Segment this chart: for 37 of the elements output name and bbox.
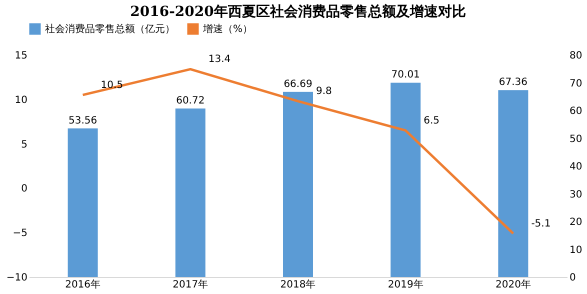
y2-tick-label: 60 xyxy=(570,106,582,117)
bar xyxy=(283,92,313,277)
data-label: 53.56 xyxy=(68,115,98,126)
y-tick-label: 15 xyxy=(14,50,28,62)
data-label: 60.72 xyxy=(176,96,205,106)
y2-tick-label: 70 xyxy=(570,78,582,90)
y-tick-label: −10 xyxy=(6,272,28,284)
y2-tick-label: 50 xyxy=(570,134,582,145)
bar xyxy=(390,82,421,277)
y2-tick-label: 0 xyxy=(570,272,576,284)
data-label: 9.8 xyxy=(316,86,332,98)
y-tick-label: 5 xyxy=(21,139,28,150)
y2-tick-label: 40 xyxy=(570,162,582,172)
y2-tick-label: 30 xyxy=(570,189,582,200)
bar xyxy=(68,128,98,277)
chart-title: 2016-2020年西夏区社会消费品零售总额及增速对比 xyxy=(130,3,466,20)
data-label: 67.36 xyxy=(498,77,528,88)
y2-tick-label: 80 xyxy=(570,50,582,62)
x-tick-label: 2019年 xyxy=(388,278,424,290)
y-tick-label: 0 xyxy=(21,184,28,195)
x-tick-label: 2020年 xyxy=(495,278,531,290)
data-label: -5.1 xyxy=(531,218,551,230)
bar xyxy=(175,108,206,277)
y2-tick-label: 10 xyxy=(570,244,582,256)
data-label: 13.4 xyxy=(208,54,231,66)
data-label: 70.01 xyxy=(391,70,420,81)
bar xyxy=(498,90,528,277)
y-tick-label: −5 xyxy=(12,228,28,240)
x-tick-label: 2016年 xyxy=(65,278,101,290)
legend-label: 社会消费品零售总额（亿元） xyxy=(45,23,175,35)
data-label: 66.69 xyxy=(284,78,312,90)
x-tick-label: 2018年 xyxy=(280,278,316,290)
data-label: 6.5 xyxy=(424,115,440,126)
legend-label: 增速（%） xyxy=(202,23,253,35)
x-tick-label: 2017年 xyxy=(172,278,208,290)
y-tick-label: 10 xyxy=(14,94,28,106)
y2-tick-label: 20 xyxy=(570,217,582,228)
